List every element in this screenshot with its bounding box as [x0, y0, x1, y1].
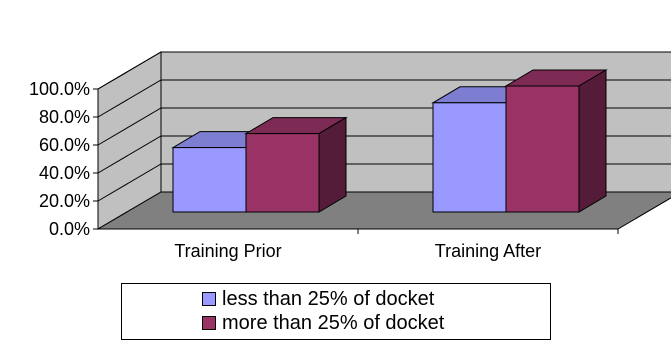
- legend-label-more-than-25: more than 25% of docket: [222, 311, 445, 334]
- y-tick-label: 60.0%: [39, 135, 90, 155]
- bar-front: [245, 133, 320, 213]
- y-tick-label: 40.0%: [39, 163, 90, 183]
- bars: [171, 69, 608, 213]
- legend-swatch-more-than-25: [202, 316, 216, 330]
- bar-chart: 0.0% 20.0% 40.0% 60.0% 80.0% 100.0% Training …: [29, 51, 671, 261]
- y-tick-label: 0.0%: [49, 219, 90, 239]
- y-tick-label: 20.0%: [39, 191, 90, 211]
- gridline: [97, 51, 671, 90]
- y-tick-label: 100.0%: [29, 79, 90, 99]
- legend-item-less-than-25: less than 25% of docket: [202, 287, 434, 311]
- bar-front: [172, 147, 247, 213]
- legend-swatch-less-than-25: [202, 292, 216, 306]
- y-axis-ticks: 0.0% 20.0% 40.0% 60.0% 80.0% 100.0%: [29, 79, 90, 239]
- bar-front: [432, 102, 507, 213]
- legend-label-less-than-25: less than 25% of docket: [222, 287, 435, 310]
- bar-side: [578, 69, 607, 213]
- x-category-label: Training Prior: [174, 241, 281, 261]
- legend: less than 25% of docket more than 25% of…: [121, 283, 551, 340]
- x-axis-labels: Training Prior Training After: [174, 241, 541, 261]
- y-tick-label: 80.0%: [39, 107, 90, 127]
- legend-item-more-than-25: more than 25% of docket: [202, 311, 444, 335]
- bar-side: [318, 116, 347, 213]
- x-category-label: Training After: [435, 241, 541, 261]
- axes: [93, 88, 619, 234]
- gridline: [97, 79, 671, 118]
- bar-front: [505, 85, 580, 213]
